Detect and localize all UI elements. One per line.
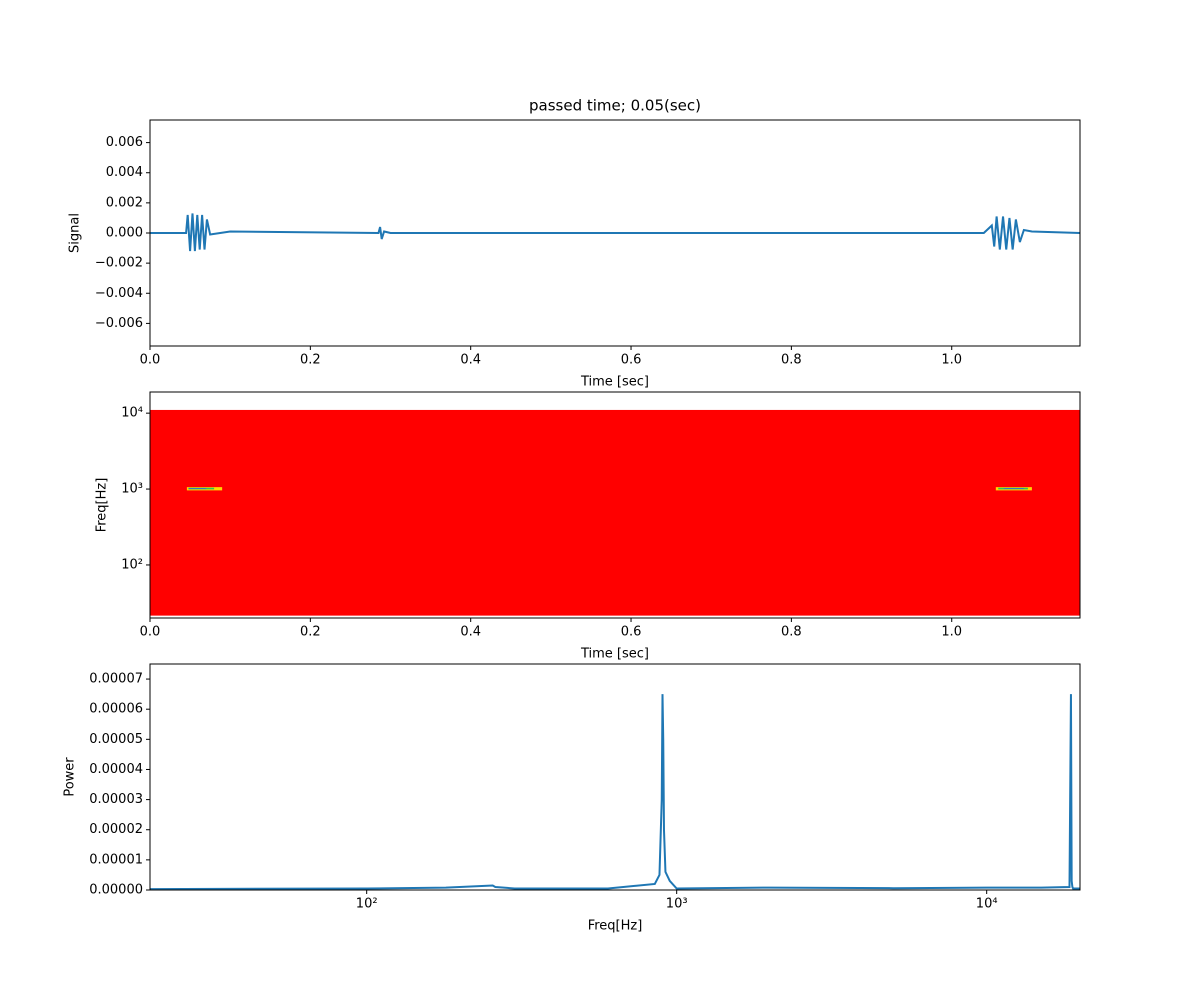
x-tick-label: 0.2: [300, 625, 321, 640]
x-tick-label: 0.4: [460, 353, 481, 368]
y-axis-label: Freq[Hz]: [95, 478, 110, 533]
y-tick-label: 0.00005: [89, 732, 143, 747]
y-tick-label: 0.00003: [89, 792, 143, 807]
y-tick-label: 0.00007: [89, 672, 143, 687]
x-tick-label: 10⁴: [976, 897, 998, 912]
spectrogram-cell: [1003, 488, 1024, 490]
chart-title: passed time; 0.05(sec): [529, 97, 701, 115]
y-tick-label: −0.006: [95, 316, 143, 331]
data-line: [150, 694, 1080, 890]
spectrogram-fill: [150, 409, 1080, 616]
y-tick-label: −0.004: [95, 286, 143, 301]
x-tick-label: 0.2: [300, 353, 321, 368]
x-axis-label: Time [sec]: [580, 647, 649, 662]
y-tick-label: 0.004: [106, 165, 143, 180]
y-tick-label: 0.00000: [89, 883, 143, 898]
y-tick-label: 0.00001: [89, 852, 143, 867]
x-axis-label: Time [sec]: [580, 375, 649, 390]
x-tick-label: 0.8: [781, 353, 802, 368]
x-tick-label: 1.0: [941, 625, 962, 640]
x-tick-label: 0.4: [460, 625, 481, 640]
y-axis-label: Signal: [68, 213, 83, 253]
x-tick-label: 10³: [666, 897, 688, 912]
y-tick-label: 0.00006: [89, 702, 143, 717]
x-tick-label: 0.6: [621, 353, 642, 368]
x-tick-label: 0.0: [140, 353, 161, 368]
y-tick-label: −0.002: [95, 256, 143, 271]
x-tick-label: 0.8: [781, 625, 802, 640]
data-line: [150, 213, 1080, 252]
x-tick-label: 0.6: [621, 625, 642, 640]
axes-frame: [149, 663, 1081, 891]
y-tick-label: 10⁴: [121, 406, 143, 421]
x-axis-label: Freq[Hz]: [588, 919, 643, 934]
y-tick-label: 0.00004: [89, 762, 143, 777]
axes-frame: [149, 391, 1081, 619]
x-tick-label: 1.0: [941, 353, 962, 368]
y-tick-label: 0.00002: [89, 822, 143, 837]
x-tick-label: 10²: [356, 897, 378, 912]
spectrogram-cell: [188, 488, 207, 490]
y-tick-label: 0.000: [106, 226, 143, 241]
y-axis-label: Power: [63, 757, 78, 797]
y-tick-label: 0.006: [106, 135, 143, 150]
y-tick-label: 0.002: [106, 195, 143, 210]
y-tick-label: 10²: [121, 557, 143, 572]
y-tick-label: 10³: [121, 482, 143, 497]
x-tick-label: 0.0: [140, 625, 161, 640]
